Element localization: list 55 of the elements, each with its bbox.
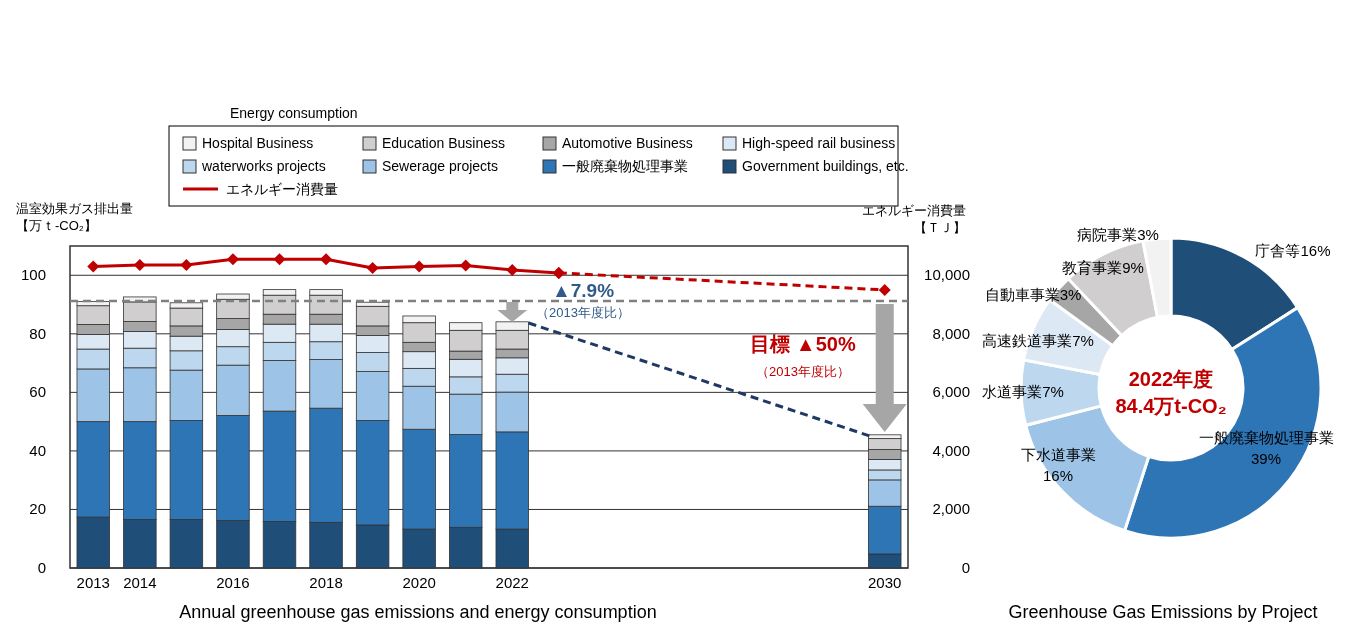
text: 84.4万t-CO₂ <box>1115 395 1227 417</box>
slice-label: 下水道事業 <box>1020 446 1096 463</box>
y-axis-title: 温室効果ガス排出量【万ｔ-CO₂】 <box>16 201 133 233</box>
slice-label: 病院事業 <box>1077 226 1138 243</box>
y2-tick-label: 6,000 <box>932 383 970 401</box>
annotation: ▲7.9% <box>551 280 615 301</box>
data-label: 16% <box>1300 242 1331 259</box>
x-tick-label: 2016 <box>216 574 250 591</box>
legend-title: Energy consumption <box>230 105 358 121</box>
slice-label: 庁舎等 <box>1255 242 1301 259</box>
x-tick-label: 2013 <box>76 574 110 591</box>
y2-tick-label: 8,000 <box>932 324 970 342</box>
y2-axis-title: エネルギー消費量【ＴＪ】 <box>862 203 966 235</box>
text: 2022年度 <box>1128 368 1214 390</box>
text: Greenhouse Gas Emissions by Project <box>1008 602 1318 622</box>
slice-label: 一般廃棄物処理事業 <box>1198 429 1334 446</box>
y2-tick-label: 2,000 <box>932 500 970 518</box>
data-label: 3% <box>1137 226 1159 243</box>
data-label: 39% <box>1250 450 1282 467</box>
y-tick-label: 80 <box>29 324 46 342</box>
data-label: 9% <box>1122 259 1144 276</box>
legend-label: High-speed rail business <box>742 135 896 151</box>
legend-label: Hospital Business <box>202 135 314 151</box>
slice-label: 水道事業 <box>982 383 1043 400</box>
x-tick-label: 2022 <box>495 574 529 591</box>
data-label: 7% <box>1072 332 1094 349</box>
y2-tick-label: 0 <box>961 559 970 576</box>
legend-label: 一般廃棄物処理事業 <box>562 158 688 174</box>
annotation: （2013年度比） <box>756 364 850 379</box>
legend-label: エネルギー消費量 <box>226 181 338 197</box>
data-label: 3% <box>1059 286 1082 303</box>
y2-tick-label: 10,000 <box>924 266 970 284</box>
y-tick-label: 0 <box>37 559 46 576</box>
annotation: （2013年度比） <box>536 305 630 320</box>
y-tick-label: 100 <box>20 266 46 284</box>
slice-label: 自動車事業 <box>984 286 1060 303</box>
slice-label: 教育事業 <box>1062 259 1123 276</box>
legend-label: Education Business <box>382 135 505 151</box>
legend-label: waterworks projects <box>201 158 326 174</box>
x-tick-label: 2030 <box>868 574 902 591</box>
y2-tick-label: 4,000 <box>932 441 970 459</box>
x-tick-label: 2020 <box>402 574 436 591</box>
legend-label: Automotive Business <box>562 135 693 151</box>
y-tick-label: 20 <box>29 500 46 518</box>
x-tick-label: 2018 <box>309 574 343 591</box>
legend-label: Government buildings, etc. <box>742 158 909 174</box>
data-label: 7% <box>1042 383 1064 400</box>
data-label: 16% <box>1042 467 1074 484</box>
y-tick-label: 60 <box>29 383 46 401</box>
x-tick-label: 2014 <box>123 574 157 591</box>
slice-label: 高速鉄道事業 <box>982 332 1073 349</box>
legend-label: Sewerage projects <box>382 158 498 174</box>
y-tick-label: 40 <box>29 441 46 459</box>
annotation: 目標 ▲50% <box>750 333 856 355</box>
text: Annual greenhouse gas emissions and energy consumption <box>179 602 657 622</box>
